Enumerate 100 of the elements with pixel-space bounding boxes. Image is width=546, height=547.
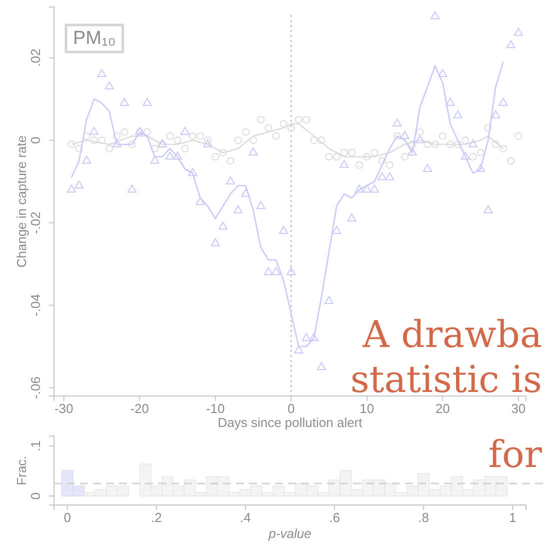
- point: [264, 124, 272, 132]
- point: [90, 126, 99, 135]
- point: [226, 157, 234, 165]
- point: [226, 176, 236, 184]
- point: [196, 196, 205, 205]
- point: [460, 152, 470, 160]
- point: [362, 184, 372, 193]
- point: [507, 157, 515, 165]
- point: [438, 69, 448, 78]
- point: [340, 148, 348, 156]
- point: [469, 152, 477, 161]
- x-tick-label: .2: [150, 510, 162, 526]
- point: [454, 140, 462, 148]
- point: [174, 136, 182, 144]
- point: [166, 132, 174, 140]
- point: [279, 226, 288, 234]
- point: [415, 135, 424, 144]
- point: [408, 140, 416, 148]
- point: [172, 152, 182, 160]
- x-tick-label: 20: [435, 401, 450, 416]
- point: [294, 345, 304, 354]
- point: [370, 148, 378, 156]
- point: [294, 116, 303, 124]
- point: [204, 136, 212, 144]
- point: [386, 161, 394, 169]
- point: [74, 180, 84, 188]
- point: [90, 136, 98, 144]
- point: [181, 144, 189, 152]
- point: [309, 333, 318, 342]
- point: [363, 152, 371, 161]
- point: [484, 205, 493, 214]
- point: [316, 362, 326, 370]
- point: [212, 152, 220, 161]
- point: [128, 140, 136, 148]
- x-tick-label: 0: [288, 401, 295, 416]
- point: [165, 152, 174, 160]
- x-tick-label: -10: [206, 401, 225, 416]
- point: [150, 144, 159, 152]
- y-tick-label: .02: [28, 48, 43, 67]
- point: [287, 124, 295, 132]
- x-tick-label: 10: [360, 401, 374, 416]
- point: [280, 120, 288, 128]
- point: [476, 164, 486, 172]
- x-tick-label: .6: [329, 510, 340, 526]
- point: [242, 128, 250, 136]
- point: [75, 144, 83, 152]
- y-axis-title: Change in capture rate: [14, 135, 29, 268]
- x-tick-label: .4: [240, 510, 251, 526]
- y-tick-label: -.04: [28, 294, 43, 316]
- y-tick-label: -.06: [28, 376, 43, 399]
- point: [431, 140, 439, 148]
- annotation: statistic is: [350, 358, 542, 401]
- point: [97, 69, 106, 78]
- point: [499, 144, 508, 152]
- point: [120, 98, 129, 106]
- x-tick-label: 30: [511, 401, 526, 416]
- point: [113, 132, 121, 140]
- y-axis-title: Frac.: [14, 456, 29, 486]
- point: [408, 147, 417, 156]
- point: [348, 148, 356, 156]
- point: [120, 128, 128, 136]
- point: [271, 267, 281, 276]
- point: [462, 136, 470, 144]
- point: [264, 267, 273, 276]
- point: [248, 147, 258, 156]
- point: [506, 40, 516, 48]
- point: [498, 98, 508, 106]
- annotation: for: [488, 433, 542, 476]
- annotation: A drawba: [362, 313, 542, 356]
- point: [491, 110, 500, 118]
- point: [234, 136, 242, 144]
- point: [468, 139, 478, 148]
- y-tick-label: 0: [28, 136, 43, 144]
- point: [514, 132, 522, 140]
- point: [324, 296, 334, 304]
- point: [430, 11, 440, 20]
- point: [332, 226, 342, 234]
- point: [143, 128, 151, 136]
- point: [356, 161, 364, 169]
- point: [310, 136, 318, 144]
- x-tick-label: 1: [509, 510, 516, 526]
- point: [446, 140, 454, 148]
- point: [378, 157, 386, 165]
- point: [492, 140, 500, 148]
- point: [188, 168, 198, 176]
- point: [196, 132, 204, 140]
- point: [106, 144, 114, 152]
- y-tick-label: .1: [28, 440, 43, 452]
- point: [385, 172, 394, 180]
- point: [302, 333, 311, 342]
- x-tick-label: -20: [130, 401, 150, 416]
- point: [104, 81, 114, 90]
- point: [256, 201, 266, 210]
- point: [302, 116, 310, 124]
- point: [249, 136, 258, 144]
- point: [180, 126, 190, 135]
- point: [82, 132, 90, 140]
- point: [318, 136, 326, 144]
- point: [453, 110, 462, 118]
- point: [112, 139, 122, 148]
